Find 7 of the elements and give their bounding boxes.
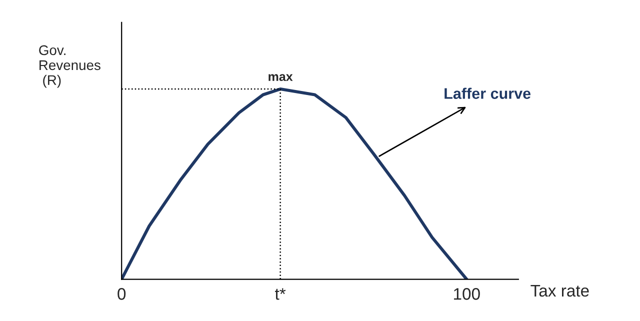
y-axis-title: Gov. Revenues (R) xyxy=(39,45,100,88)
x-axis-title: Tax rate xyxy=(530,285,589,297)
x-tick-label: 0 xyxy=(118,288,126,300)
annotation: Laffer curve xyxy=(444,88,531,99)
annotation: max xyxy=(268,74,293,82)
x-tick-label: 100 xyxy=(454,288,480,300)
x-tick-label: t* xyxy=(275,288,286,300)
